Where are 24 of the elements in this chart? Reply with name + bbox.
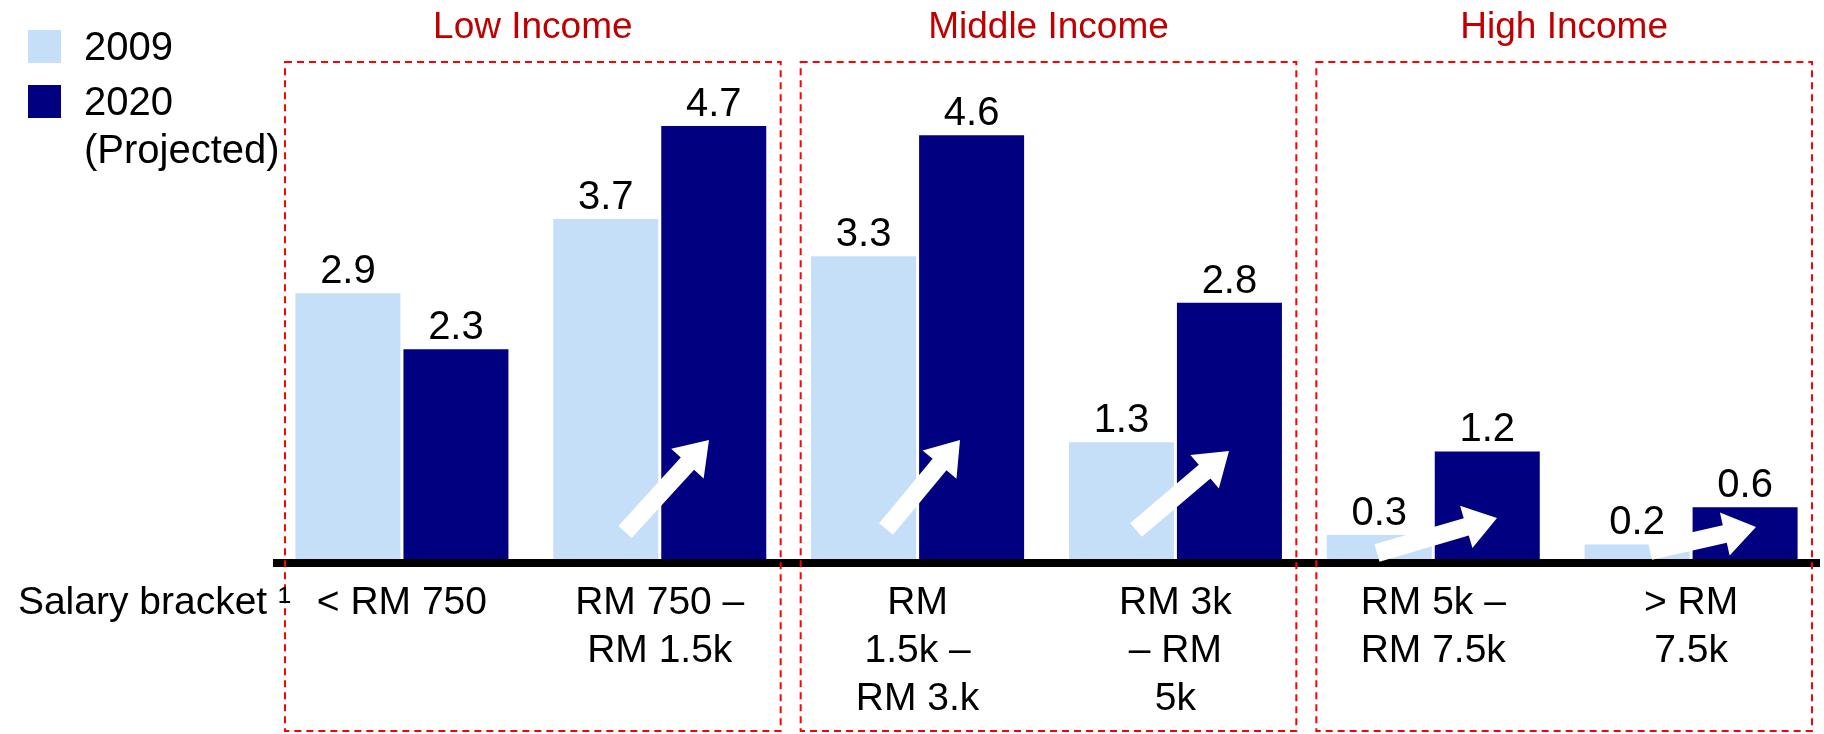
data-label: 3.7	[577, 172, 634, 217]
data-label: 1.2	[1459, 405, 1516, 450]
data-label: 0.6	[1717, 461, 1773, 506]
x-axis-title: Salary bracket ¹	[17, 579, 291, 622]
legend-label: 2020 (Projected)	[84, 78, 281, 173]
legend-label: 2009	[84, 23, 174, 70]
data-label: 4.7	[685, 80, 742, 124]
x-tick-label: < RM 750	[316, 579, 487, 622]
text: High Income	[1460, 5, 1669, 46]
data-label: 2.8	[1201, 256, 1258, 301]
text: Low Income	[433, 5, 633, 46]
data-label: 0.2	[1609, 498, 1665, 543]
x-tick-label: RM 750 – RM 1.5k	[575, 579, 745, 670]
data-label: 2.3	[428, 303, 484, 348]
data-label: 2.9	[320, 247, 376, 292]
x-tick-label: RM 5k – RM 7.5k	[1360, 579, 1507, 670]
data-label: 4.6	[943, 89, 1000, 134]
text: Middle Income	[928, 5, 1169, 46]
x-tick-label: RM 3k – RM 5k	[1119, 579, 1233, 718]
x-tick-label: > RM 7.5k	[1643, 579, 1739, 670]
data-label: 0.3	[1351, 489, 1408, 534]
x-tick-label: RM 1.5k – RM 3.k	[855, 579, 980, 718]
data-label: 1.3	[1093, 396, 1150, 441]
data-label: 3.3	[835, 210, 892, 255]
